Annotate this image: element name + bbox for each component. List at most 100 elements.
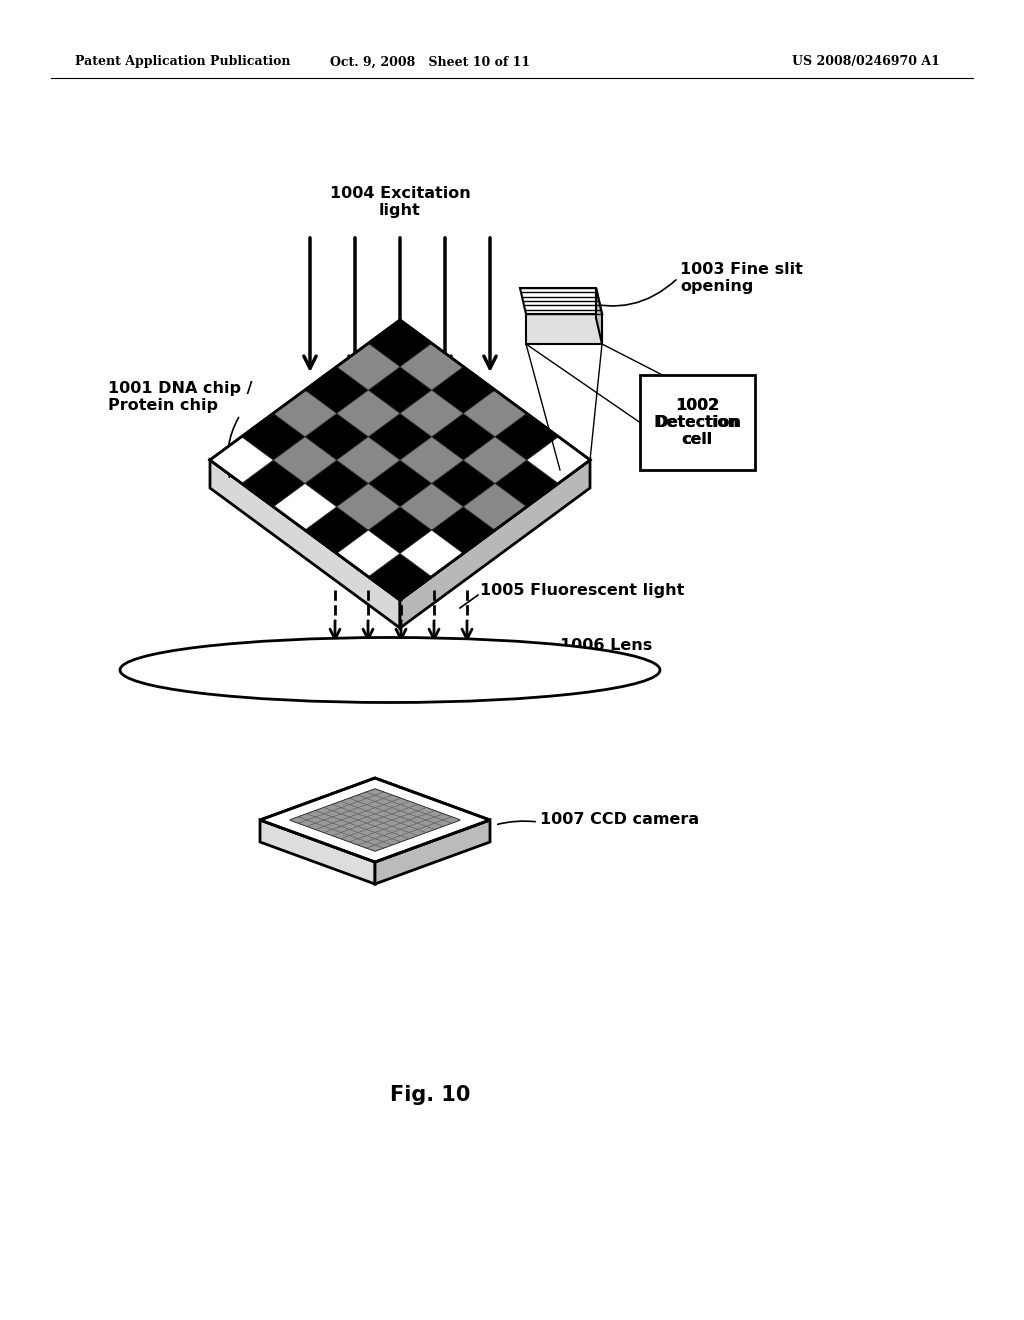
Polygon shape	[349, 826, 367, 833]
Polygon shape	[375, 829, 392, 836]
Polygon shape	[400, 343, 463, 389]
Bar	[640, 375, 755, 470]
Polygon shape	[337, 531, 400, 577]
Polygon shape	[400, 437, 463, 483]
Polygon shape	[341, 817, 358, 824]
Polygon shape	[341, 810, 358, 817]
Polygon shape	[341, 829, 358, 836]
Polygon shape	[526, 437, 590, 483]
Polygon shape	[520, 288, 602, 314]
Polygon shape	[400, 531, 463, 577]
Polygon shape	[333, 826, 349, 833]
Polygon shape	[463, 389, 526, 437]
Polygon shape	[341, 836, 358, 842]
Polygon shape	[367, 808, 384, 814]
Polygon shape	[392, 799, 409, 804]
Polygon shape	[307, 810, 324, 817]
Polygon shape	[367, 833, 384, 838]
Polygon shape	[341, 824, 358, 829]
Polygon shape	[375, 804, 392, 810]
Polygon shape	[409, 810, 426, 817]
Polygon shape	[349, 808, 367, 814]
Polygon shape	[349, 838, 367, 845]
Polygon shape	[384, 833, 400, 838]
Polygon shape	[375, 842, 392, 847]
Polygon shape	[273, 437, 337, 483]
Polygon shape	[337, 343, 400, 389]
Text: US 2008/0246970 A1: US 2008/0246970 A1	[793, 55, 940, 69]
Polygon shape	[349, 795, 367, 801]
Polygon shape	[367, 826, 384, 833]
Polygon shape	[324, 829, 341, 836]
Polygon shape	[333, 820, 349, 826]
Polygon shape	[392, 804, 409, 810]
Polygon shape	[375, 817, 392, 824]
Polygon shape	[432, 459, 495, 507]
Polygon shape	[384, 826, 400, 833]
Polygon shape	[392, 817, 409, 824]
Polygon shape	[260, 820, 375, 884]
Polygon shape	[375, 836, 392, 842]
Polygon shape	[392, 829, 409, 836]
Text: 1004 Excitation
light: 1004 Excitation light	[330, 186, 470, 218]
Polygon shape	[337, 483, 400, 531]
Polygon shape	[242, 459, 305, 507]
Polygon shape	[409, 804, 426, 810]
Polygon shape	[367, 820, 384, 826]
Polygon shape	[384, 808, 400, 814]
Polygon shape	[305, 367, 369, 413]
Polygon shape	[432, 367, 495, 413]
Polygon shape	[290, 789, 460, 851]
Polygon shape	[333, 801, 349, 808]
Polygon shape	[324, 804, 341, 810]
Polygon shape	[358, 810, 375, 817]
Text: 1002
Detection
cell: 1002 Detection cell	[653, 397, 741, 447]
Polygon shape	[358, 829, 375, 836]
Polygon shape	[358, 824, 375, 829]
Polygon shape	[337, 389, 400, 437]
Polygon shape	[349, 814, 367, 820]
Polygon shape	[324, 810, 341, 817]
Polygon shape	[400, 814, 418, 820]
Polygon shape	[315, 814, 333, 820]
Polygon shape	[299, 814, 315, 820]
Text: 1005 Fluorescent light: 1005 Fluorescent light	[480, 582, 684, 598]
Polygon shape	[358, 817, 375, 824]
Polygon shape	[384, 801, 400, 808]
Polygon shape	[418, 814, 434, 820]
Text: 1002
Detection
cell: 1002 Detection cell	[655, 397, 739, 447]
Polygon shape	[409, 829, 426, 836]
Polygon shape	[324, 817, 341, 824]
Polygon shape	[400, 808, 418, 814]
Polygon shape	[596, 288, 602, 345]
Polygon shape	[392, 824, 409, 829]
Polygon shape	[375, 792, 392, 799]
Polygon shape	[400, 459, 590, 628]
Polygon shape	[418, 820, 434, 826]
Polygon shape	[369, 319, 432, 367]
Polygon shape	[384, 820, 400, 826]
Polygon shape	[384, 795, 400, 801]
Polygon shape	[463, 437, 526, 483]
Polygon shape	[369, 367, 432, 413]
Polygon shape	[358, 799, 375, 804]
Ellipse shape	[120, 638, 660, 702]
Polygon shape	[463, 483, 526, 531]
Text: 1006 Lens: 1006 Lens	[560, 638, 652, 652]
Polygon shape	[315, 826, 333, 833]
Polygon shape	[369, 459, 432, 507]
Polygon shape	[400, 826, 418, 833]
Polygon shape	[432, 507, 495, 553]
Polygon shape	[367, 789, 384, 795]
Polygon shape	[409, 817, 426, 824]
Polygon shape	[392, 836, 409, 842]
Polygon shape	[305, 459, 369, 507]
Polygon shape	[299, 820, 315, 826]
Polygon shape	[400, 820, 418, 826]
Polygon shape	[369, 553, 432, 601]
Polygon shape	[349, 820, 367, 826]
Polygon shape	[337, 437, 400, 483]
Polygon shape	[426, 810, 443, 817]
Polygon shape	[367, 814, 384, 820]
Text: Fig. 10: Fig. 10	[390, 1085, 470, 1105]
